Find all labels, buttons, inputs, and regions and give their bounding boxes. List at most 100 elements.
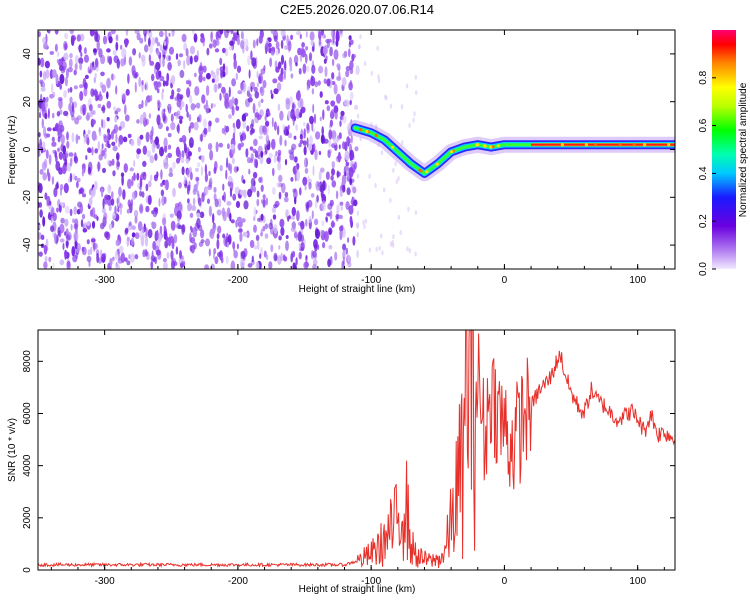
- noise-speck: [151, 221, 157, 230]
- noise-speck: [356, 249, 359, 259]
- noise-speck: [106, 77, 111, 89]
- noise-speck: [165, 126, 169, 132]
- noise-speck: [148, 113, 151, 119]
- noise-speck: [45, 69, 50, 79]
- track-hotspot: [491, 145, 495, 149]
- noise-speck: [160, 189, 165, 197]
- noise-speck: [205, 238, 210, 247]
- noise-speck: [57, 96, 63, 102]
- track-hotspot: [435, 162, 439, 166]
- noise-speck: [145, 227, 148, 238]
- x-tick-label: -300: [95, 275, 115, 286]
- noise-speck: [216, 239, 220, 250]
- x-tick-label: -200: [228, 576, 248, 587]
- noise-speck: [253, 158, 257, 168]
- noise-speck: [50, 225, 55, 232]
- noise-speck: [353, 199, 358, 207]
- noise-speck: [256, 240, 260, 250]
- noise-speck: [242, 179, 246, 184]
- noise-speck: [190, 171, 193, 181]
- noise-speck: [327, 258, 331, 268]
- noise-speck: [51, 83, 54, 94]
- noise-speck: [349, 177, 353, 186]
- noise-speck: [118, 126, 122, 131]
- noise-speck: [277, 149, 282, 156]
- noise-speck: [256, 198, 260, 207]
- noise-speck: [116, 198, 119, 204]
- noise-speck: [186, 87, 191, 98]
- noise-speck: [42, 37, 46, 44]
- noise-speck: [78, 57, 84, 65]
- noise-speck: [104, 231, 109, 239]
- noise-speck: [168, 32, 171, 37]
- noise-speck: [309, 31, 315, 41]
- x-tick-label: -200: [228, 275, 248, 286]
- noise-speck: [271, 138, 276, 150]
- noise-speck: [106, 91, 109, 100]
- noise-speck: [112, 49, 117, 56]
- noise-speck: [174, 203, 180, 208]
- noise-speck: [115, 41, 119, 51]
- noise-speck: [197, 146, 201, 153]
- noise-speck: [278, 235, 282, 241]
- noise-speck: [292, 262, 296, 269]
- noise-speck: [237, 90, 243, 95]
- noise-speck: [178, 182, 182, 189]
- noise-speck: [73, 233, 77, 241]
- noise-speck: [79, 84, 84, 89]
- noise-speck: [383, 187, 386, 193]
- noise-speck: [364, 218, 368, 224]
- noise-speck: [38, 111, 42, 119]
- noise-speck: [330, 109, 335, 119]
- noise-speck: [252, 186, 257, 193]
- noise-speck: [45, 133, 51, 138]
- noise-speck: [137, 221, 143, 232]
- spectrogram-plot-area: [38, 30, 675, 269]
- noise-speck: [54, 30, 59, 35]
- noise-speck: [163, 162, 169, 170]
- noise-speck: [354, 146, 359, 152]
- noise-speck: [294, 156, 298, 163]
- noise-speck: [212, 223, 217, 232]
- noise-speck: [272, 186, 276, 195]
- noise-speck: [54, 150, 57, 159]
- noise-speck: [193, 121, 199, 131]
- noise-speck: [126, 178, 132, 189]
- noise-speck: [186, 168, 191, 178]
- colorbar: 0.0 0.2 0.4 0.6 0.8 Normalized spectral ampl…: [698, 30, 749, 276]
- noise-speck: [64, 76, 68, 87]
- noise-speck: [123, 163, 128, 173]
- noise-speck: [181, 135, 187, 143]
- noise-speck: [342, 52, 347, 59]
- noise-speck: [64, 218, 69, 227]
- noise-speck: [209, 149, 214, 161]
- noise-speck: [165, 236, 169, 242]
- noise-speck: [163, 225, 167, 231]
- noise-speck: [240, 189, 245, 196]
- noise-speck: [327, 150, 331, 159]
- noise-speck: [177, 59, 181, 67]
- noise-speck: [305, 53, 308, 64]
- noise-speck: [98, 153, 103, 161]
- noise-speck: [139, 134, 144, 140]
- noise-speck: [59, 83, 62, 90]
- noise-speck: [260, 86, 265, 97]
- noise-speck: [69, 86, 73, 93]
- noise-speck: [208, 170, 211, 177]
- noise-speck: [118, 141, 121, 148]
- noise-speck: [289, 152, 295, 161]
- noise-speck: [260, 213, 264, 221]
- noise-speck: [39, 70, 43, 78]
- noise-speck: [330, 100, 336, 107]
- noise-speck: [164, 180, 167, 190]
- noise-speck: [231, 78, 237, 87]
- noise-speck: [103, 135, 108, 143]
- noise-speck: [167, 133, 172, 138]
- noise-speck: [95, 135, 98, 141]
- noise-speck: [241, 113, 247, 122]
- noise-speck: [318, 150, 322, 156]
- noise-speck: [342, 256, 345, 267]
- noise-speck: [208, 205, 212, 217]
- noise-speck: [86, 112, 90, 122]
- noise-speck: [121, 93, 127, 100]
